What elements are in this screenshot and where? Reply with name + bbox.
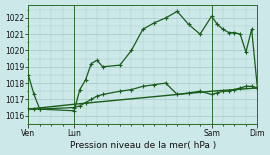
X-axis label: Pression niveau de la mer( hPa ): Pression niveau de la mer( hPa ) [70,141,216,150]
